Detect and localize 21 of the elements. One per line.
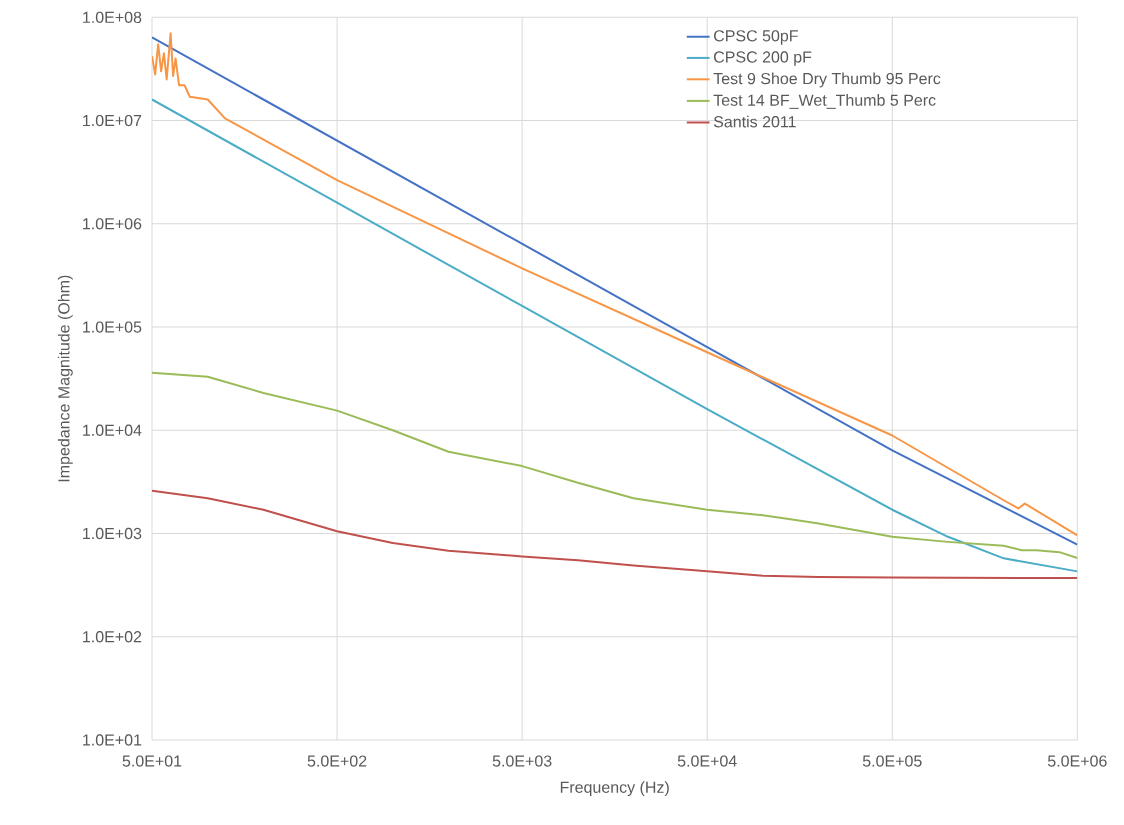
legend-label: Test 9 Shoe Dry Thumb 95 Perc: [713, 72, 941, 88]
y-tick-label: 1.0E+07: [83, 114, 142, 127]
legend-label: Test 14 BF_Wet_Thumb 5 Perc: [713, 93, 936, 109]
x-tick-label: 5.0E+01: [122, 755, 182, 767]
legend-label: CPSC 50pF: [714, 30, 798, 45]
x-tick-label: 5.0E+02: [307, 755, 367, 767]
x-tick-label: 5.0E+04: [677, 755, 737, 767]
y-axis-title: Impedance Magnitude (Ohm): [57, 275, 73, 482]
y-tick-label: 1.0E+05: [83, 321, 142, 333]
legend-label: CPSC 200 pF: [714, 51, 812, 66]
y-tick-label: 1.0E+02: [83, 630, 142, 643]
x-tick-label: 5.0E+03: [492, 755, 552, 767]
y-tick-label: 1.0E+06: [83, 217, 142, 230]
x-tick-label: 5.0E+05: [862, 755, 922, 767]
y-tick-label: 1.0E+03: [83, 527, 142, 540]
y-tick-label: 1.0E+08: [83, 11, 142, 23]
x-axis-title: Frequency (Hz): [560, 781, 669, 796]
legend-label: Santis 2011: [713, 115, 796, 128]
x-tick-label: 5.0E+06: [1047, 755, 1107, 767]
y-tick-label: 1.0E+01: [83, 734, 142, 746]
y-tick-label: 1.0E+04: [83, 424, 142, 436]
